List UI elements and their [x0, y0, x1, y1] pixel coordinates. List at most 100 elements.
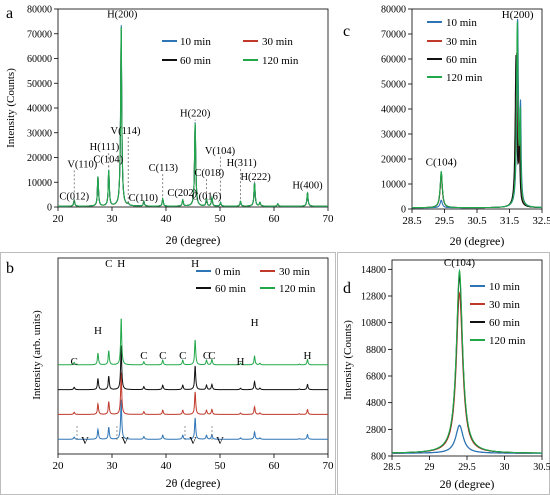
panel-a: a H(200) C(012) V(110) H(111)C(104) V(114) C(… — [5, 5, 334, 248]
panel-b-plot-area — [57, 257, 329, 455]
y-tick-label: 14800 — [361, 265, 386, 276]
peak-label: V(114) — [111, 126, 141, 137]
y-tick-label: 50000 — [27, 79, 52, 90]
y-tick-label: 30000 — [27, 128, 52, 139]
panel-a-letter: a — [6, 5, 13, 22]
legend-label: 10 min — [180, 36, 211, 48]
panel-c-xlabel: 2θ (degree) — [450, 234, 505, 248]
panel-a-xlabel: 2θ (degree) — [166, 233, 221, 247]
panel-c-plot-area — [411, 8, 543, 210]
y-tick-label: 20000 — [381, 155, 406, 166]
peak-label: H(200) — [107, 10, 138, 21]
peak-label: H(311) — [227, 158, 257, 169]
series-line — [58, 26, 328, 207]
y-tick-label: 8800 — [366, 345, 386, 356]
x-tick-label: 31.5 — [500, 215, 520, 227]
series-line — [58, 345, 328, 391]
panel-c: c H(200) C(104) 28.5 29.5 30.5 31.5 32.5 0 1000… — [343, 5, 550, 249]
legend-label: 120 min — [489, 335, 526, 347]
x-tick-label: 29 — [425, 462, 435, 473]
peak-label: H(222) — [240, 172, 271, 183]
y-tick-label: 40000 — [27, 104, 52, 115]
peak-label: C — [179, 350, 186, 362]
legend-label: 30 min — [262, 36, 293, 48]
peak-label: V — [189, 435, 197, 447]
peak-label: C(104) — [426, 156, 458, 168]
x-tick-label: 40 — [161, 460, 173, 472]
y-tick-label: 70000 — [27, 29, 52, 40]
y-tick-label: 60000 — [381, 55, 406, 66]
panel-a-ylabel: Intensity (Counts) — [5, 68, 17, 148]
peak-label: H — [304, 350, 312, 362]
panel-c-letter: c — [343, 23, 350, 40]
legend-label: 60 min — [489, 317, 520, 329]
y-tick-label: 0 — [401, 205, 406, 216]
panel-d: d C(104) 28.5 29 29.5 30 30.5 800 2800 4800 6800… — [337, 252, 550, 495]
x-tick-label: 30.5 — [467, 215, 487, 227]
peak-label: C(113) — [149, 163, 179, 174]
peak-label: C(012) — [59, 192, 89, 203]
peak-label: H(400) — [292, 180, 323, 191]
x-tick-label: 20 — [53, 460, 65, 472]
y-tick-label: 30000 — [381, 130, 406, 141]
peak-label: H(200) — [502, 9, 534, 21]
series-line — [392, 268, 542, 454]
panel-b-xlabel: 2θ (degree) — [166, 476, 221, 490]
x-tick-label: 30.5 — [533, 462, 550, 473]
peak-label: C — [140, 350, 147, 362]
peak-label: V(104) — [205, 146, 236, 157]
peak-label: C — [203, 350, 210, 362]
x-tick-label: 60 — [269, 213, 281, 225]
series-line — [58, 318, 328, 366]
y-tick-label: 10000 — [381, 180, 406, 191]
y-tick-label: 80000 — [381, 5, 406, 16]
y-tick-label: 50000 — [381, 80, 406, 91]
peak-label: H — [94, 325, 102, 337]
x-tick-label: 28.5 — [383, 462, 401, 473]
panel-a-ticks: 20 30 40 50 60 70 0 10000 20000 30000 40000 50000 60… — [27, 5, 334, 226]
series-line — [58, 372, 328, 415]
panel-b-letter: b — [6, 260, 14, 277]
panel-b-series — [58, 318, 328, 440]
y-tick-label: 6800 — [366, 372, 386, 383]
peak-label: C(110) — [129, 193, 159, 204]
y-tick-label: 12800 — [361, 292, 386, 303]
y-tick-label: 80000 — [27, 5, 52, 16]
legend-label: 60 min — [180, 55, 211, 67]
legend-label: 60 min — [446, 54, 477, 66]
panel-c-series — [412, 18, 543, 209]
legend-label: 30 min — [446, 36, 477, 48]
panel-a-peak-labels: H(200) C(012) V(110) H(111)C(104) V(114) C(11… — [59, 10, 323, 204]
x-tick-label: 29.5 — [435, 215, 455, 227]
panel-d-ylabel: Intensity (Counts) — [342, 320, 354, 400]
peak-label: C — [159, 350, 166, 362]
peak-label: C(202) — [167, 188, 197, 199]
panel-d-legend: 10 min 30 min 60 min 120 min — [470, 281, 526, 347]
series-line — [392, 424, 543, 454]
peak-label: C — [208, 350, 215, 362]
x-tick-label: 28.5 — [402, 215, 422, 227]
peak-label: C(104) — [93, 154, 123, 165]
peak-label: H — [117, 258, 125, 270]
series-line — [58, 399, 328, 440]
legend-label: 10 min — [489, 281, 520, 293]
y-tick-label: 70000 — [381, 30, 406, 41]
panel-d-xlabel: 2θ (degree) — [440, 477, 495, 491]
peak-label: H — [251, 317, 259, 329]
y-tick-label: 2800 — [366, 425, 386, 436]
peak-label: C — [71, 356, 78, 368]
legend-label: 30 min — [279, 266, 310, 278]
x-tick-label: 50 — [215, 213, 227, 225]
x-tick-label: 20 — [53, 213, 65, 225]
y-tick-label: 10800 — [361, 318, 386, 329]
panel-c-peak-labels: H(200) C(104) — [426, 9, 534, 169]
y-tick-label: 10000 — [27, 178, 52, 189]
panel-d-series — [392, 268, 543, 454]
legend-label: 10 min — [446, 17, 477, 29]
y-tick-label: 20000 — [27, 153, 52, 164]
legend-label: 120 min — [262, 55, 299, 67]
x-tick-label: 32.5 — [532, 215, 550, 227]
